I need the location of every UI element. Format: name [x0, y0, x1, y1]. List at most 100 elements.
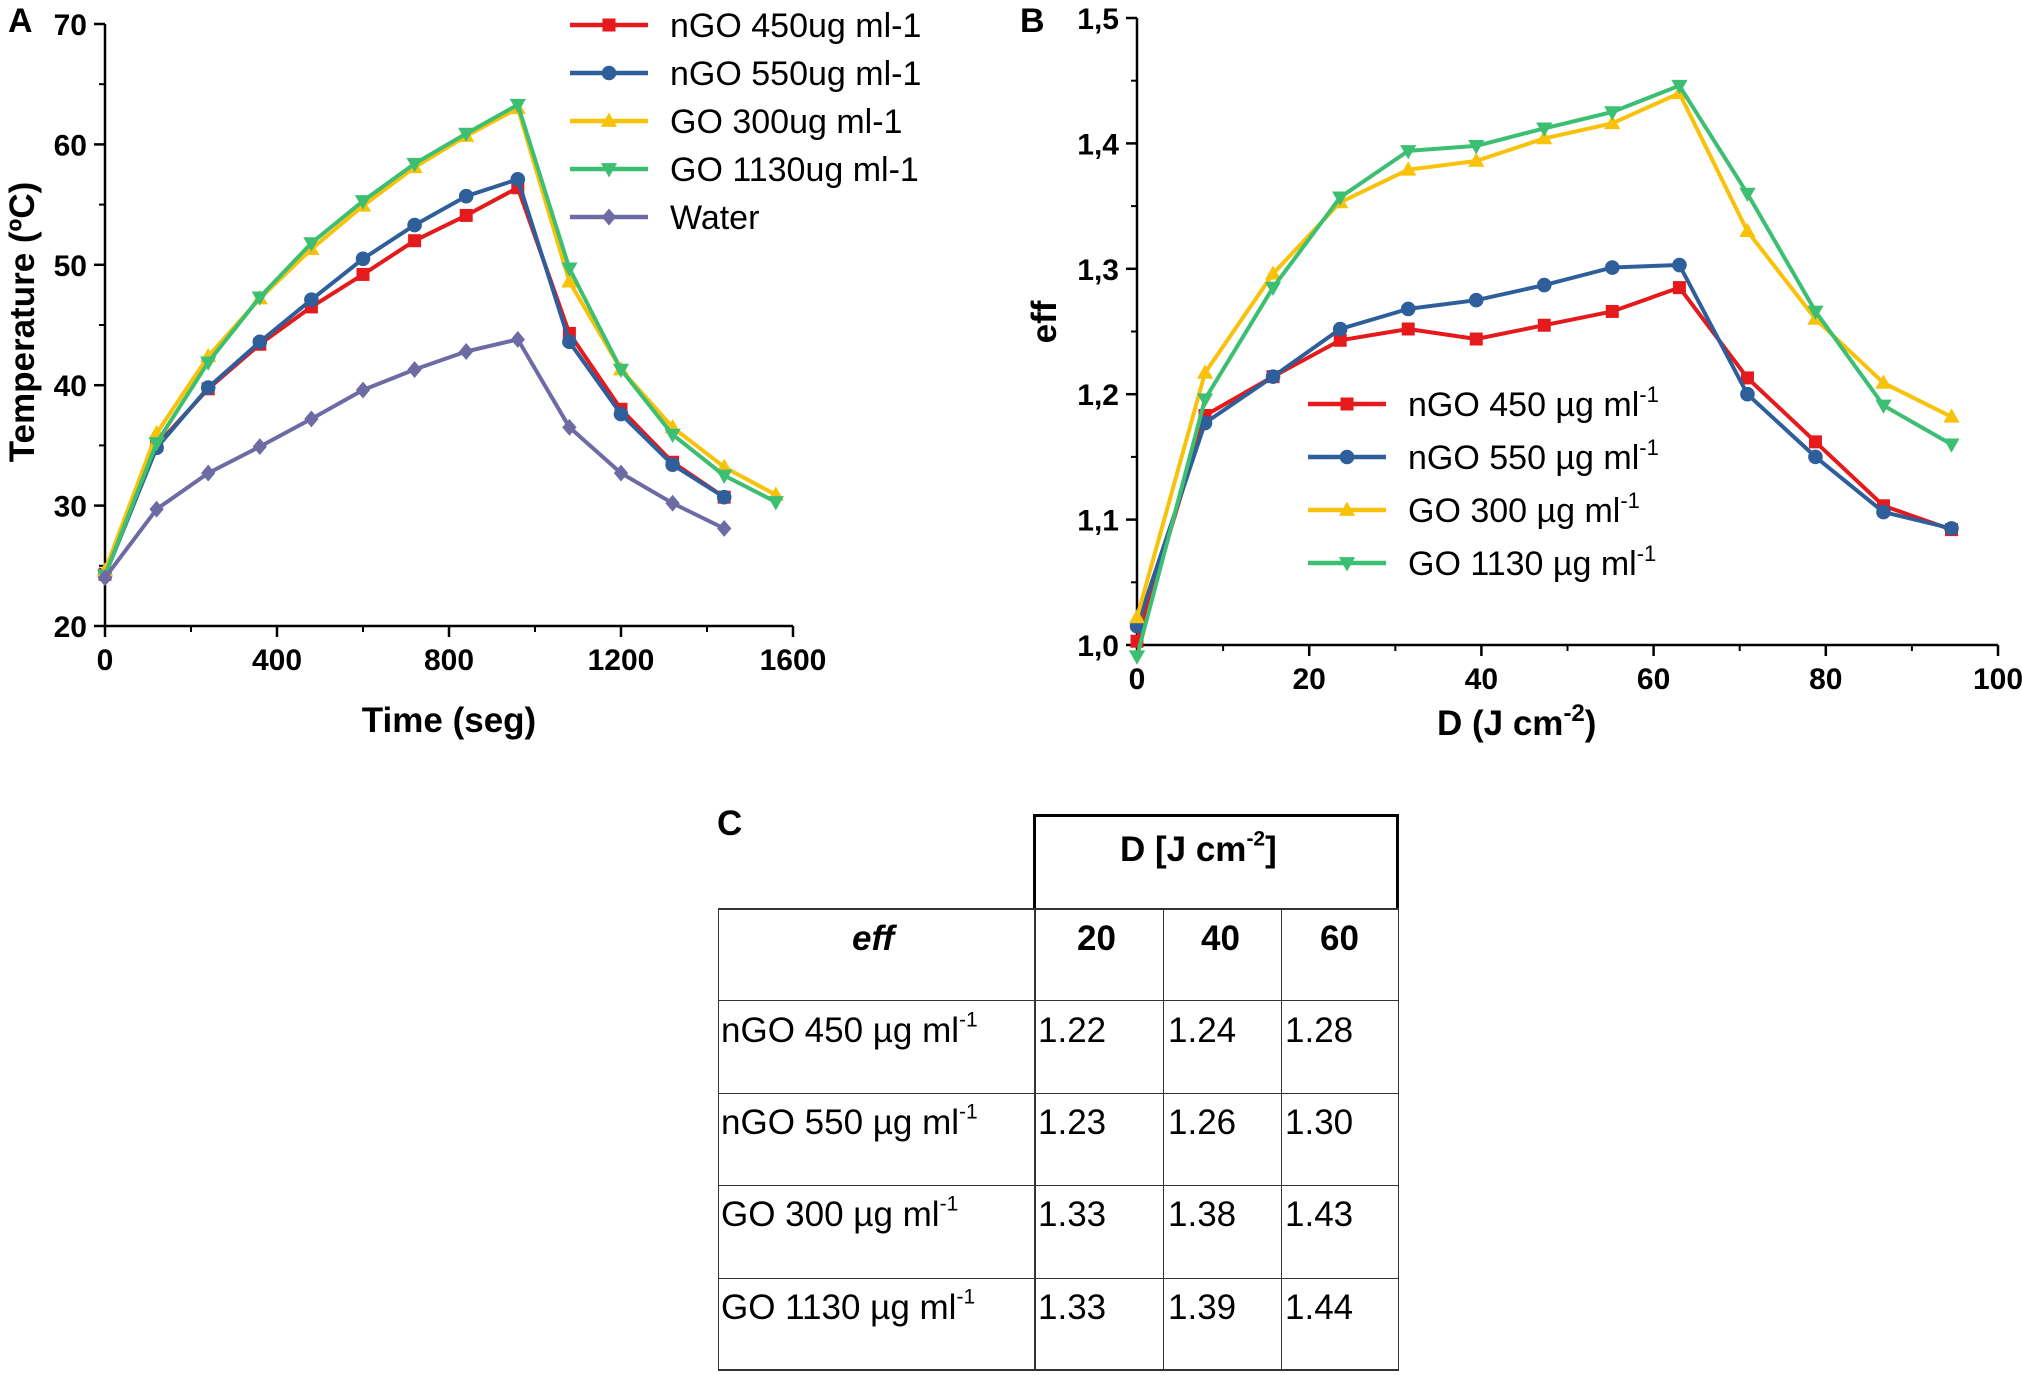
data-point: [665, 457, 680, 472]
data-point: [1875, 374, 1892, 389]
data-point: [303, 237, 320, 252]
series-group: [97, 172, 732, 583]
data-point: [304, 410, 319, 428]
data-point: [1128, 608, 1146, 624]
legend-label-main: nGO 450 µg ml: [1408, 386, 1639, 424]
data-point: [1468, 140, 1485, 155]
data-point: [408, 234, 422, 248]
data-point: [1604, 260, 1620, 275]
data-point: [1196, 364, 1214, 379]
table-cell: 1.44: [1285, 1288, 1354, 1327]
y-tick-label: 60: [54, 129, 87, 162]
data-point: [407, 361, 422, 378]
legend-label-sup: -1: [1639, 435, 1659, 460]
data-point: [1943, 408, 1960, 423]
data-point: [1672, 281, 1686, 295]
data-point: [1128, 650, 1146, 665]
table-cell: 1.23: [1038, 1103, 1107, 1142]
data-point: [1333, 333, 1347, 347]
legend-item: nGO 450ug ml-1: [570, 7, 921, 45]
table-top-rule: [1033, 814, 1399, 817]
table-cell: 1.39: [1168, 1288, 1237, 1327]
x-tick-label: 400: [252, 644, 302, 677]
table-row-rule: [718, 1093, 1399, 1094]
y-tick-label: 1,0: [1077, 630, 1119, 663]
data-point: [1400, 161, 1417, 176]
panel-label-c: C: [717, 804, 743, 843]
data-point: [459, 208, 473, 222]
data-point: [510, 172, 526, 187]
data-point: [1264, 265, 1282, 280]
legend-label: nGO 450 µg ml-1: [1408, 382, 1659, 424]
x-tick-label: 1200: [588, 644, 655, 677]
table-col-rule: [1163, 908, 1164, 1370]
data-point: [1338, 557, 1356, 572]
data-point: [1740, 386, 1755, 402]
data-point: [459, 343, 474, 360]
legend-label: GO 300 µg ml-1: [1408, 488, 1640, 530]
table-col-rule: [718, 908, 719, 1370]
data-point: [458, 127, 475, 143]
data-point: [612, 363, 630, 378]
data-point: [1671, 79, 1688, 95]
group-header: D [J cm-2]: [1120, 827, 1277, 869]
series-line: [103, 102, 777, 577]
data-point: [716, 458, 733, 473]
data-point: [1808, 449, 1823, 465]
legend-label: nGO 550ug ml-1: [670, 55, 921, 93]
table-cell: 1.26: [1168, 1103, 1237, 1142]
table-cell: 1.33: [1038, 1195, 1107, 1234]
legend-label: nGO 550 µg ml-1: [1408, 435, 1659, 477]
table-bottom-rule: [718, 1369, 1399, 1371]
data-point: [1536, 122, 1553, 137]
data-point: [1605, 304, 1619, 318]
y-tick-label: 70: [54, 9, 87, 42]
data-point: [304, 292, 319, 308]
legend-label: GO 1130 µg ml-1: [1408, 541, 1656, 583]
data-point: [1604, 106, 1621, 121]
y-tick-label: 20: [54, 611, 87, 644]
data-point: [1740, 371, 1754, 385]
panel-label-a: A: [8, 2, 33, 40]
column-header: 60: [1320, 919, 1359, 958]
panel-label-b: B: [1020, 2, 1045, 40]
table-col-rule: [1398, 908, 1399, 1370]
row-label: nGO 450 µg ml-1: [721, 1008, 978, 1050]
table-cell: 1.30: [1285, 1103, 1354, 1142]
data-point: [200, 380, 216, 395]
x-tick-label: 800: [424, 644, 474, 677]
data-point: [1537, 318, 1551, 332]
y-tick-label: 1,2: [1077, 379, 1119, 412]
x-tick-label: 40: [1465, 663, 1498, 696]
data-point: [355, 381, 371, 399]
data-point: [1401, 322, 1415, 336]
legend-label: GO 300ug ml-1: [670, 103, 902, 141]
data-point: [406, 157, 423, 173]
data-point: [1536, 277, 1552, 293]
data-point: [252, 438, 267, 456]
data-point: [601, 65, 617, 81]
series-line: [103, 106, 777, 572]
x-tick-label: 1600: [760, 644, 827, 677]
y-tick-label: 1,4: [1077, 128, 1119, 161]
data-point: [1400, 301, 1416, 317]
data-point: [149, 500, 164, 518]
legend-item: GO 1130 µg ml-1: [1308, 541, 1656, 583]
legend-item: GO 300 µg ml-1: [1308, 488, 1640, 530]
y-axis-title: Temperature (ºC): [3, 182, 42, 463]
y-tick-label: 1,3: [1077, 254, 1119, 287]
y-tick-label: 1,5: [1077, 3, 1119, 36]
legend-label: Water: [670, 199, 759, 237]
x-axis-title: D (J cm-2): [1437, 700, 1596, 743]
data-point: [1672, 257, 1687, 273]
x-axis-title: Time (seg): [362, 701, 536, 740]
legend-label: nGO 450ug ml-1: [670, 7, 921, 45]
corner-header: eff: [852, 919, 895, 958]
data-point: [1332, 191, 1349, 206]
data-point: [562, 418, 577, 436]
data-point: [354, 195, 372, 210]
data-point: [356, 267, 370, 281]
legend-item: Water: [570, 199, 759, 237]
data-point: [562, 334, 577, 350]
